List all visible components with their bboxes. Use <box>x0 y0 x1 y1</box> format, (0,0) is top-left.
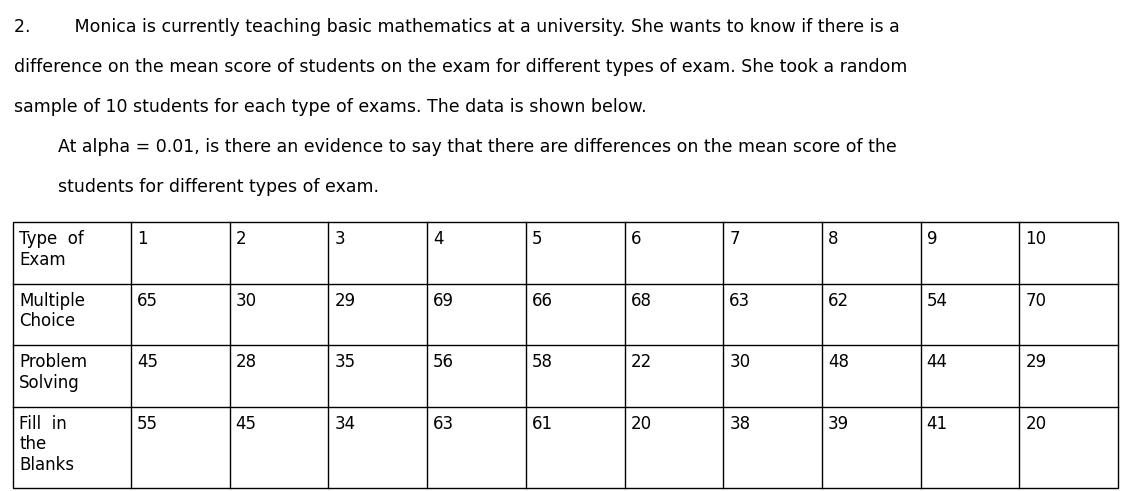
Text: 8: 8 <box>828 230 838 248</box>
Text: 68: 68 <box>630 292 651 309</box>
Text: 30: 30 <box>729 353 750 371</box>
Text: 58: 58 <box>532 353 553 371</box>
Text: 63: 63 <box>729 292 750 309</box>
Text: 56: 56 <box>433 353 455 371</box>
Text: 54: 54 <box>926 292 948 309</box>
Text: 45: 45 <box>137 353 158 371</box>
Text: 39: 39 <box>828 414 849 433</box>
Text: 65: 65 <box>137 292 158 309</box>
Text: 7: 7 <box>729 230 740 248</box>
Text: 45: 45 <box>235 414 257 433</box>
Text: 30: 30 <box>235 292 257 309</box>
Text: 66: 66 <box>532 292 553 309</box>
Text: 20: 20 <box>630 414 651 433</box>
Text: 29: 29 <box>335 292 355 309</box>
Text: 2.        Monica is currently teaching basic mathematics at a university. She wa: 2. Monica is currently teaching basic ma… <box>14 18 900 36</box>
Text: 48: 48 <box>828 353 849 371</box>
Text: Fill  in
the
Blanks: Fill in the Blanks <box>19 414 75 474</box>
Text: 1: 1 <box>137 230 148 248</box>
Text: Type  of
Exam: Type of Exam <box>19 230 84 269</box>
Text: 62: 62 <box>828 292 849 309</box>
Text: 6: 6 <box>630 230 641 248</box>
Text: 63: 63 <box>433 414 455 433</box>
Text: 44: 44 <box>926 353 948 371</box>
Text: 20: 20 <box>1026 414 1046 433</box>
Text: students for different types of exam.: students for different types of exam. <box>14 178 379 196</box>
Text: 22: 22 <box>630 353 651 371</box>
Text: 69: 69 <box>433 292 455 309</box>
Text: 28: 28 <box>235 353 257 371</box>
Text: 3: 3 <box>335 230 345 248</box>
Text: difference on the mean score of students on the exam for different types of exam: difference on the mean score of students… <box>14 58 907 76</box>
Text: 55: 55 <box>137 414 158 433</box>
Text: 10: 10 <box>1026 230 1046 248</box>
Text: sample of 10 students for each type of exams. The data is shown below.: sample of 10 students for each type of e… <box>14 98 647 116</box>
Text: 38: 38 <box>729 414 750 433</box>
Text: 5: 5 <box>532 230 542 248</box>
Text: 70: 70 <box>1026 292 1046 309</box>
Text: At alpha = 0.01, is there an evidence to say that there are differences on the m: At alpha = 0.01, is there an evidence to… <box>14 138 897 156</box>
Text: Multiple
Choice: Multiple Choice <box>19 292 85 330</box>
Text: 29: 29 <box>1026 353 1046 371</box>
Text: 61: 61 <box>532 414 553 433</box>
Text: 2: 2 <box>235 230 247 248</box>
Text: 9: 9 <box>926 230 938 248</box>
Text: 34: 34 <box>335 414 355 433</box>
Text: 4: 4 <box>433 230 443 248</box>
Text: 35: 35 <box>335 353 355 371</box>
Text: 41: 41 <box>926 414 948 433</box>
Text: Problem
Solving: Problem Solving <box>19 353 87 392</box>
Bar <box>12 222 1119 488</box>
